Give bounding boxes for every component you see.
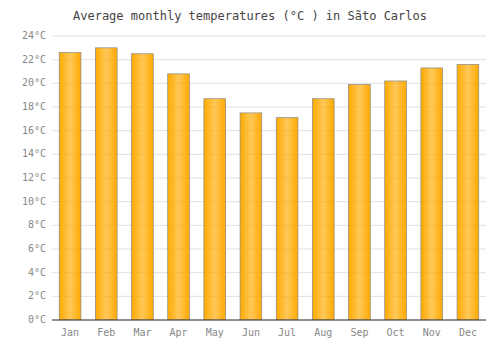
bar <box>132 54 154 320</box>
x-tick-label: Apr <box>170 327 188 338</box>
y-tick-label: 14°C <box>22 148 46 159</box>
x-tick-label: Mar <box>133 327 151 338</box>
y-tick-label: 22°C <box>22 54 46 65</box>
y-tick-label: 10°C <box>22 196 46 207</box>
x-tick-label: Feb <box>97 327 115 338</box>
bar <box>349 85 371 320</box>
y-tick-label: 4°C <box>28 267 46 278</box>
bar <box>312 99 334 320</box>
y-tick-label: 6°C <box>28 243 46 254</box>
y-tick-label: 16°C <box>22 125 46 136</box>
x-tick-label: Jun <box>242 327 260 338</box>
chart: Average monthly temperatures (°C ) in Sã… <box>0 0 500 350</box>
bar <box>168 74 190 320</box>
grid-line <box>52 36 486 37</box>
y-tick-label: 20°C <box>22 77 46 88</box>
y-tick-label: 18°C <box>22 101 46 112</box>
y-tick-label: 12°C <box>22 172 46 183</box>
x-axis-line <box>52 320 486 321</box>
chart-container: Average monthly temperatures (°C ) in Sã… <box>0 0 500 350</box>
y-grid <box>52 36 486 320</box>
x-tick-label: Aug <box>314 327 332 338</box>
bar <box>204 99 226 320</box>
y-tick-label: 24°C <box>22 30 46 41</box>
y-axis: 0°C 2°C 4°C 6°C 8°C 10°C 12°C 14°C 16°C 18°C 20°C 2… <box>22 30 46 325</box>
y-tick-label: 8°C <box>28 219 46 230</box>
x-tick-label: May <box>206 327 224 338</box>
bar <box>59 53 81 320</box>
bar <box>276 118 298 320</box>
y-tick-label: 0°C <box>28 314 46 325</box>
x-axis: Jan Feb Mar Apr May Jun Jul Aug Sep Oct Nov Dec <box>52 320 486 338</box>
x-tick-label: Sep <box>350 327 368 338</box>
y-tick-label: 2°C <box>28 290 46 301</box>
bars <box>59 48 479 320</box>
x-tick-label: Nov <box>423 327 441 338</box>
bar <box>95 48 117 320</box>
x-tick-label: Jan <box>61 327 79 338</box>
bar <box>240 113 262 320</box>
x-tick-label: Oct <box>387 327 405 338</box>
bar <box>385 81 407 320</box>
bar <box>421 68 443 320</box>
title: Average monthly temperatures (°C ) in Sã… <box>73 9 427 23</box>
grid-line <box>52 320 486 321</box>
x-tick-label: Dec <box>459 327 477 338</box>
x-tick-label: Jul <box>278 327 296 338</box>
bar <box>457 64 479 320</box>
